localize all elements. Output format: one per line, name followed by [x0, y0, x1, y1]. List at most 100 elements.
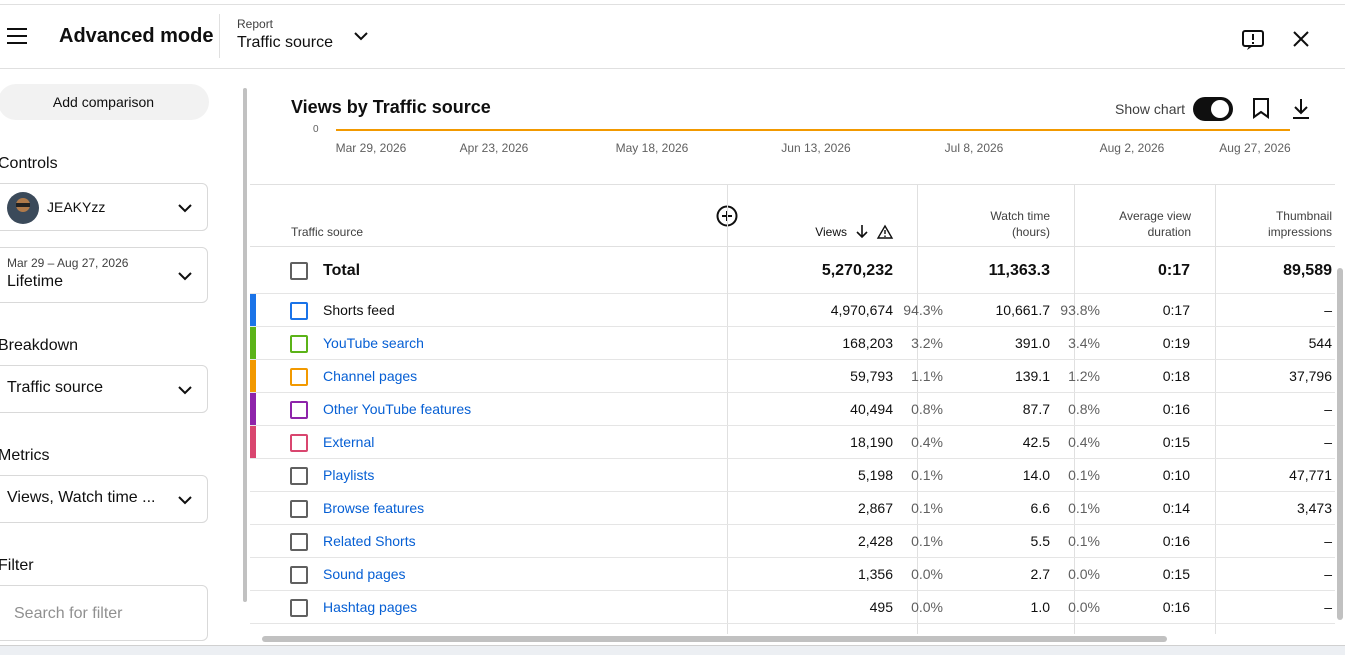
percent: 0.1%: [911, 467, 943, 483]
download-button[interactable]: [1291, 98, 1311, 120]
value: 14.0: [1022, 467, 1050, 483]
date-select[interactable]: Mar 29 – Aug 27, 2026 Lifetime: [0, 247, 208, 303]
value: 0:19: [1162, 335, 1190, 351]
value: 3,473: [1296, 500, 1332, 516]
metrics-heading: Metrics: [0, 447, 50, 464]
column-header[interactable]: Watch time (hours): [990, 209, 1050, 239]
chart-border: [250, 184, 1335, 185]
percent: 0.0%: [1068, 566, 1100, 582]
percent: 0.8%: [1068, 401, 1100, 417]
checkbox[interactable]: [290, 335, 308, 353]
percent: 0.4%: [1068, 434, 1100, 450]
source-name[interactable]: Sound pages: [323, 566, 406, 582]
checkbox[interactable]: [290, 262, 308, 280]
value: 37,796: [1289, 368, 1332, 384]
report-chevron[interactable]: [353, 30, 369, 42]
value: 18,190: [850, 434, 893, 450]
source-name[interactable]: External: [323, 434, 375, 450]
percent: 94.3%: [903, 302, 943, 318]
metrics-select[interactable]: Views, Watch time ...: [0, 475, 208, 523]
value: –: [1324, 599, 1332, 615]
value: 2.7: [1030, 566, 1050, 582]
sidebar-scrollbar[interactable]: [243, 88, 247, 602]
checkbox[interactable]: [290, 500, 308, 518]
channel-avatar: [7, 192, 39, 224]
source-name[interactable]: Channel pages: [323, 368, 418, 384]
percent: 0.1%: [1068, 467, 1100, 483]
row-color-bar: [250, 327, 256, 359]
table-row: Browse features 2,867 0.1% 6.6 0.1% 0:14 3,473: [250, 492, 1335, 525]
column-header[interactable]: Thumbnail impressions: [1267, 209, 1332, 239]
channel-select[interactable]: JEAKYzz: [0, 183, 208, 231]
filter-input[interactable]: Search for filter: [0, 585, 208, 641]
source-name[interactable]: Related Shorts: [323, 533, 416, 549]
table-scrollbar[interactable]: [1337, 268, 1343, 620]
value: –: [1324, 401, 1332, 417]
table-row: External 18,190 0.4% 42.5 0.4% 0:15 –: [250, 426, 1335, 459]
x-axis-label: Aug 27, 2026: [1219, 141, 1291, 155]
percent: 3.2%: [911, 335, 943, 351]
value: 1,356: [857, 566, 893, 582]
channel-name: JEAKYzz: [47, 199, 106, 215]
checkbox[interactable]: [290, 434, 308, 452]
value: 42.5: [1022, 434, 1050, 450]
checkbox[interactable]: [290, 566, 308, 584]
add-comparison-button[interactable]: Add comparison: [0, 84, 209, 120]
breakdown-select[interactable]: Traffic source: [0, 365, 208, 413]
breakdown-heading: Breakdown: [0, 337, 79, 354]
menu-button[interactable]: [6, 26, 28, 46]
source-name[interactable]: Hashtag pages: [323, 599, 418, 615]
checkbox[interactable]: [290, 599, 308, 617]
bookmark-button[interactable]: [1252, 97, 1270, 119]
column-divider: [1215, 185, 1216, 635]
x-axis-label: Apr 23, 2026: [459, 141, 529, 155]
column-header[interactable]: Traffic source: [291, 225, 364, 239]
sort-and-warning: [856, 224, 894, 239]
checkbox[interactable]: [290, 368, 308, 386]
checkbox[interactable]: [290, 401, 308, 419]
percent: 0.0%: [1068, 599, 1100, 615]
page-title: Advanced mode: [59, 25, 214, 47]
feedback-button[interactable]: [1241, 28, 1265, 52]
horizontal-scrollbar[interactable]: [262, 636, 1167, 642]
value: 1.0: [1030, 599, 1050, 615]
column-header[interactable]: Views: [815, 225, 847, 239]
percent: 0.4%: [911, 434, 943, 450]
table-row: Sound pages 1,356 0.0% 2.7 0.0% 0:15 –: [250, 558, 1335, 591]
value: 139.1: [1014, 368, 1050, 384]
value: 10,661.7: [995, 302, 1051, 318]
value: 0:16: [1162, 401, 1190, 417]
percent: 0.1%: [911, 533, 943, 549]
chevron: [178, 272, 192, 281]
checkbox[interactable]: [290, 302, 308, 320]
value: –: [1324, 566, 1332, 582]
source-name[interactable]: YouTube search: [323, 335, 424, 351]
x-axis-label: Aug 2, 2026: [1099, 141, 1165, 155]
value: 0:16: [1162, 599, 1190, 615]
report-select[interactable]: Traffic source: [237, 34, 334, 51]
show-chart-toggle[interactable]: [1192, 96, 1234, 122]
table-row: Playlists 5,198 0.1% 14.0 0.1% 0:10 47,771: [250, 459, 1335, 492]
table-row: Related Shorts 2,428 0.1% 5.5 0.1% 0:16 –: [250, 525, 1335, 558]
value: 0:15: [1162, 566, 1190, 582]
value: 2,428: [857, 533, 893, 549]
chart-title: Views by Traffic source: [291, 97, 491, 117]
close-button[interactable]: [1292, 30, 1310, 48]
column-header[interactable]: Average view duration: [1119, 209, 1191, 239]
total-impressions: 89,589: [1283, 262, 1332, 279]
table-row: Shorts feed 4,970,674 94.3% 10,661.7 93.8% 0:…: [250, 294, 1335, 327]
checkbox[interactable]: [290, 533, 308, 551]
value: 391.0: [1014, 335, 1050, 351]
metrics-value: Views, Watch time ...: [7, 489, 156, 506]
source-name: Shorts feed: [323, 302, 395, 318]
header-row-border: [250, 246, 1335, 247]
breakdown-value: Traffic source: [7, 379, 104, 396]
percent: 3.4%: [1068, 335, 1100, 351]
source-name[interactable]: Browse features: [323, 500, 425, 516]
source-name[interactable]: Playlists: [323, 467, 375, 483]
y-axis-label: 0: [313, 124, 319, 135]
checkbox[interactable]: [290, 467, 308, 485]
source-name[interactable]: Other YouTube features: [323, 401, 472, 417]
value: 59,793: [850, 368, 893, 384]
